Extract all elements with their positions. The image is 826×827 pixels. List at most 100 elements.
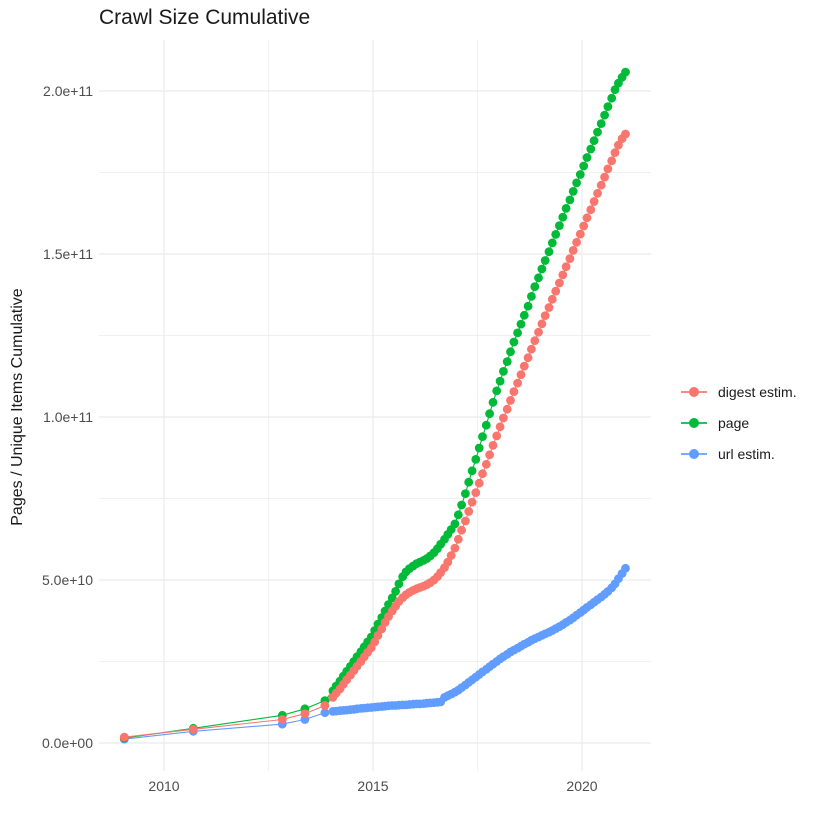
data-point-digest-estim- [589,197,599,206]
data-point-page [523,301,533,311]
data-point-page [450,519,460,529]
data-point-page [394,579,404,589]
legend-item: digest estim. [681,376,797,407]
data-point-digest-estim- [443,557,453,567]
x-tick-label: 2015 [357,778,389,794]
data-point-digest-estim- [600,172,609,182]
data-point-digest-estim- [464,507,474,516]
data-point-page [513,328,522,338]
x-tick-label: 2010 [148,778,180,794]
data-point-digest-estim- [481,459,491,469]
data-point-digest-estim- [506,396,515,405]
y-tick-label: 1.5e+11 [43,246,93,262]
data-point-page [607,93,617,103]
y-tick-label: 0.0e+00 [42,735,93,751]
data-point-page [492,386,502,396]
data-point-page [534,273,543,283]
data-point-digest-estim- [558,270,568,280]
data-point-page [600,110,609,120]
data-point-digest-estim- [614,140,623,150]
data-point-page [519,310,529,320]
data-point-digest-estim- [593,189,602,198]
data-point-digest-estim- [377,624,387,634]
data-point-digest-estim- [607,156,617,166]
data-point-digest-estim- [119,732,129,742]
legend: digest estim. page url estim. [681,376,797,469]
data-point-digest-estim- [373,631,383,640]
data-point-digest-estim- [188,724,198,734]
data-point-page [568,187,578,196]
legend-item: page [681,407,797,438]
data-point-page [558,212,568,222]
series-line-url-estim- [124,567,626,740]
data-point-digest-estim- [555,278,564,288]
data-point-digest-estim- [485,450,494,460]
data-point-digest-estim- [492,431,502,441]
legend-item: url estim. [681,438,797,469]
data-point-page [555,221,564,231]
data-point-digest-estim- [488,441,498,450]
legend-dot-icon [689,448,699,459]
data-point-page [384,600,393,609]
data-point-url-estim- [320,708,330,718]
data-point-digest-estim- [621,129,630,139]
y-tick-label: 2.0e+11 [43,83,93,99]
data-point-digest-estim- [516,370,526,379]
data-point-digest-estim- [540,311,550,320]
data-point-page [509,337,519,347]
data-point-page [387,593,397,603]
data-point-digest-estim- [471,488,481,497]
data-point-page [572,178,581,188]
data-point-digest-estim- [603,164,613,174]
legend-label: digest estim. [718,383,797,400]
data-point-page [530,282,540,291]
data-point-digest-estim- [579,221,589,231]
data-point-digest-estim- [509,387,519,396]
data-point-digest-estim- [320,701,330,710]
data-point-digest-estim- [568,246,578,255]
data-point-digest-estim- [534,327,543,337]
data-point-digest-estim- [575,229,585,239]
data-point-page [502,357,512,366]
data-point-page [457,500,466,510]
data-point-page [579,161,589,171]
data-point-digest-estim- [519,361,529,371]
data-point-digest-estim- [551,286,561,296]
legend-point-icon [681,417,707,429]
data-point-page [582,153,592,162]
data-point-page [391,587,400,596]
y-tick-label: 5.0e+10 [42,572,93,588]
data-point-page [565,195,575,205]
data-point-page [596,119,606,128]
data-point-page [547,238,557,248]
data-point-page [474,443,484,453]
data-point-digest-estim- [478,469,487,479]
data-point-digest-estim- [474,478,484,488]
data-point-page [610,85,620,95]
data-point-page [621,67,630,77]
data-point-digest-estim- [513,378,522,388]
data-point-digest-estim- [495,422,505,432]
data-point-digest-estim- [537,319,547,329]
data-point-digest-estim- [547,294,557,304]
data-point-digest-estim- [370,637,380,647]
legend-label: url estim. [718,445,775,462]
data-point-digest-estim- [544,303,554,312]
data-point-digest-estim- [530,336,540,346]
data-point-page [561,204,571,213]
data-point-page [506,347,515,357]
data-point-digest-estim- [502,404,512,414]
data-point-page [495,376,505,386]
data-point-digest-estim- [450,543,460,553]
data-point-digest-estim- [523,353,533,363]
data-point-page [461,489,470,498]
data-point-digest-estim- [453,534,463,544]
legend-dot-icon [689,417,699,428]
data-point-page [537,264,547,274]
data-point-page [464,477,474,487]
legend-point-icon [681,448,707,460]
legend-dot-icon [689,386,699,397]
data-point-digest-estim- [596,180,606,190]
data-point-digest-estim- [277,715,287,724]
